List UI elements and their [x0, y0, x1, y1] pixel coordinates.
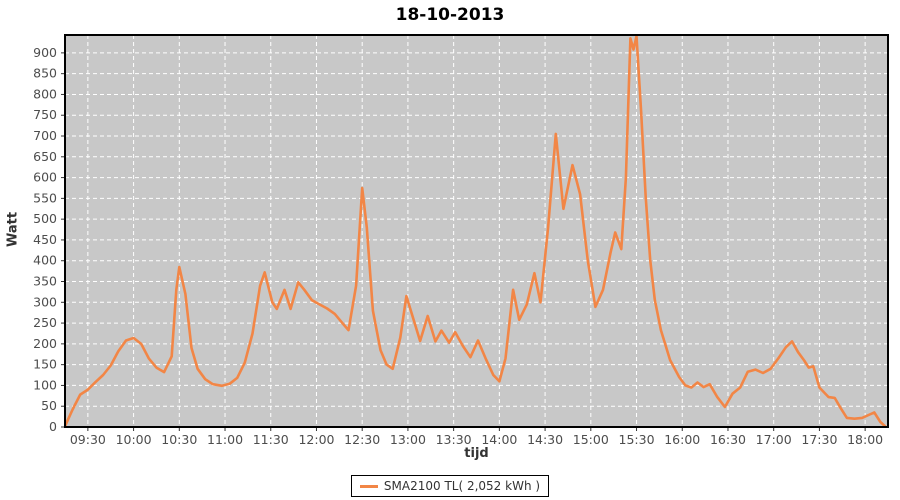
- x-tick-label: 14:30: [527, 432, 563, 447]
- y-tick-label: 300: [33, 294, 57, 309]
- y-tick-label: 400: [33, 253, 57, 268]
- x-tick-label: 12:30: [344, 432, 380, 447]
- x-tick-label: 09:30: [70, 432, 106, 447]
- x-tick-label: 17:00: [756, 432, 792, 447]
- y-tick-label: 800: [33, 86, 57, 101]
- x-tick-label: 16:00: [664, 432, 700, 447]
- x-tick-label: 13:30: [436, 432, 472, 447]
- x-tick-label: 17:30: [801, 432, 837, 447]
- x-tick-label: 13:00: [390, 432, 426, 447]
- y-tick-label: 250: [33, 315, 57, 330]
- y-tick-label: 350: [33, 274, 57, 289]
- legend-box: SMA2100 TL( 2,052 kWh ): [350, 475, 550, 497]
- y-tick-label: 0: [49, 419, 57, 434]
- legend-label: SMA2100 TL( 2,052 kWh ): [383, 479, 541, 493]
- x-tick-label: 15:00: [573, 432, 609, 447]
- x-tick-label: 10:30: [161, 432, 197, 447]
- y-tick-label: 100: [33, 377, 57, 392]
- y-tick-label: 200: [33, 336, 57, 351]
- y-tick-label: 150: [33, 357, 57, 372]
- y-tick-label: 450: [33, 232, 57, 247]
- x-tick-label: 18:00: [847, 432, 883, 447]
- x-tick-label: 11:00: [207, 432, 243, 447]
- y-tick-label: 900: [33, 45, 57, 60]
- y-tick-label: 650: [33, 149, 57, 164]
- y-tick-label: 500: [33, 211, 57, 226]
- x-tick-label: 14:00: [481, 432, 517, 447]
- legend: SMA2100 TL( 2,052 kWh ): [0, 475, 900, 497]
- chart-title: 18-10-2013: [395, 5, 505, 25]
- y-tick-label: 550: [33, 190, 57, 205]
- plot-background: [65, 35, 888, 427]
- y-tick-label: 750: [33, 107, 57, 122]
- x-tick-label: 15:30: [619, 432, 655, 447]
- legend-line-swatch: [359, 484, 378, 488]
- x-tick-label: 16:30: [710, 432, 746, 447]
- y-tick-label: 50: [41, 398, 57, 413]
- y-tick-label: 600: [33, 170, 57, 185]
- x-tick-label: 12:00: [298, 432, 334, 447]
- plot-border: [64, 34, 889, 428]
- x-axis-title: tijd: [464, 446, 489, 461]
- x-tick-label: 10:00: [116, 432, 152, 447]
- y-tick-label: 700: [33, 128, 57, 143]
- x-tick-label: 11:30: [253, 432, 289, 447]
- series-line: [65, 35, 887, 427]
- y-tick-label: 850: [33, 66, 57, 81]
